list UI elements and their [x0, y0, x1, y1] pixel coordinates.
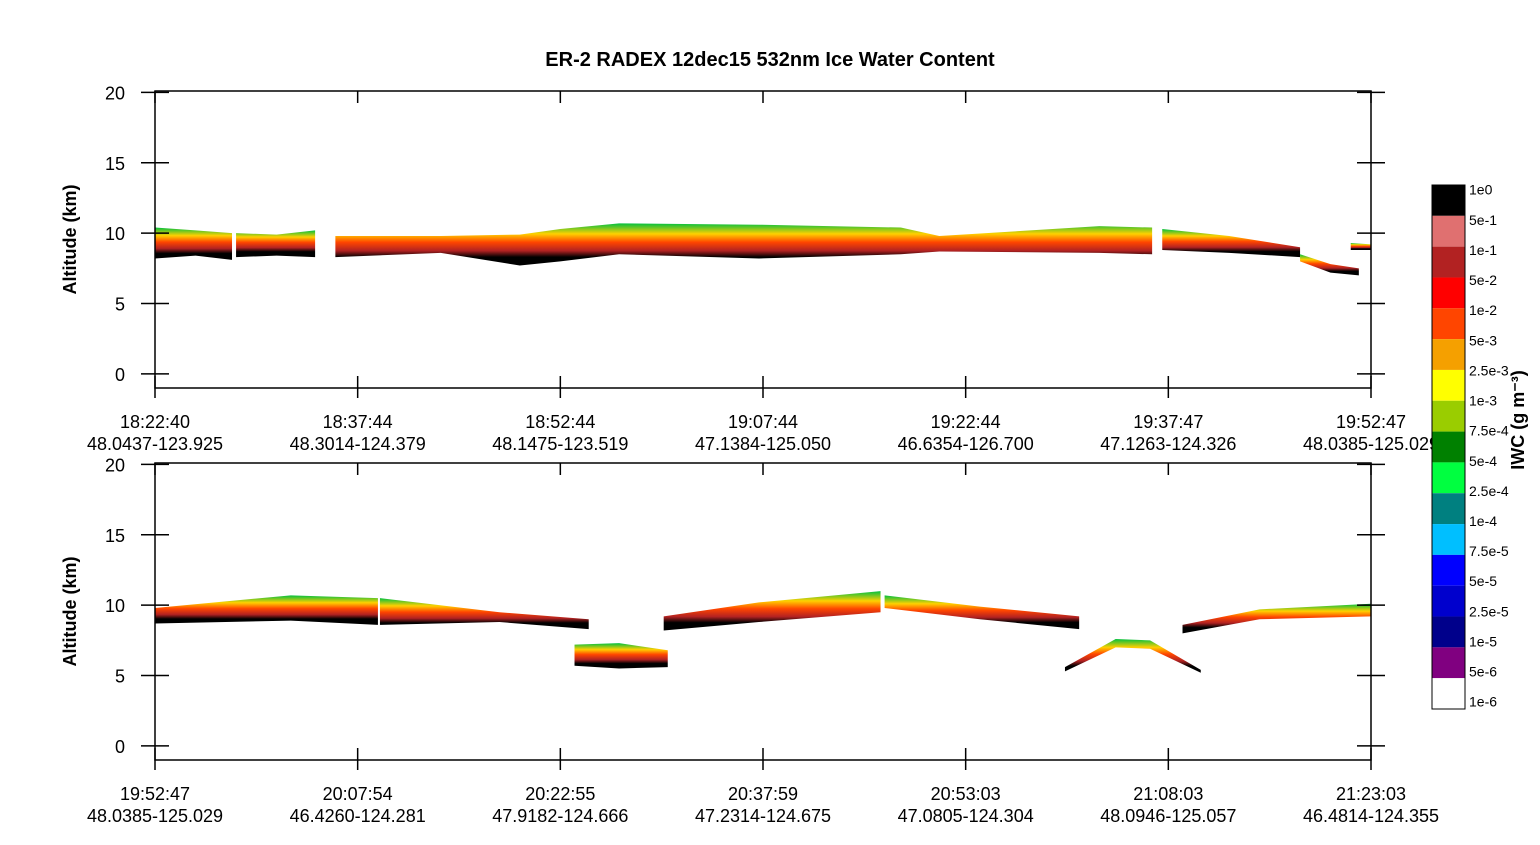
colorbar-swatch: [1432, 462, 1465, 494]
y-tick-label: 20: [105, 83, 125, 103]
x-tick-label: 19:37:47: [1133, 412, 1203, 432]
x-tick-location: 47.9182-124.666: [492, 806, 628, 826]
colorbar-label: 1e-1: [1469, 242, 1497, 258]
colorbar-label: 7.5e-4: [1469, 423, 1509, 439]
cloud-layer: [1162, 228, 1301, 258]
x-tick-label: 19:52:47: [120, 784, 190, 804]
x-tick-label: 18:22:40: [120, 412, 190, 432]
y-axis-label: Altitude (km): [60, 556, 80, 666]
x-tick-label: 20:22:55: [525, 784, 595, 804]
cloud-layer: [574, 643, 668, 669]
y-tick-label: 15: [105, 526, 125, 546]
x-tick-label: 20:37:59: [728, 784, 798, 804]
x-tick-location: 48.0385-125.029: [1303, 434, 1439, 454]
colorbar-label: 1e-2: [1469, 302, 1497, 318]
x-tick-label: 20:53:03: [931, 784, 1001, 804]
colorbar-swatch: [1432, 524, 1465, 555]
chart-title: ER-2 RADEX 12dec15 532nm Ice Water Conte…: [545, 49, 995, 71]
colorbar-swatch: [1432, 647, 1465, 679]
colorbar-swatch: [1432, 616, 1465, 648]
x-tick-location: 46.4260-124.281: [290, 806, 426, 826]
colorbar-swatch: [1432, 369, 1465, 401]
y-axis-label: Altitude (km): [60, 184, 80, 294]
cloud-layer: [1182, 603, 1371, 634]
x-tick-label: 18:37:44: [323, 412, 393, 432]
colorbar-swatch: [1432, 678, 1465, 709]
y-tick-label: 10: [105, 596, 125, 616]
x-tick-location: 46.6354-126.700: [898, 434, 1034, 454]
x-tick-location: 47.1263-124.326: [1100, 434, 1236, 454]
cloud-layer: [1064, 638, 1201, 673]
x-tick-location: 48.1475-123.519: [492, 434, 628, 454]
colorbar-label: 5e-1: [1469, 212, 1497, 228]
colorbar-label: 5e-5: [1469, 573, 1497, 589]
x-tick-location: 48.3014-124.379: [290, 434, 426, 454]
colorbar-frame: [1431, 184, 1466, 710]
colorbar-swatch: [1432, 400, 1465, 432]
cloud-layer: [335, 223, 1153, 266]
colorbar-label: 1e-3: [1469, 393, 1497, 409]
x-tick-label: 20:07:54: [323, 784, 393, 804]
colorbar-label: 1e-6: [1469, 694, 1497, 710]
colorbar-label: 5e-3: [1469, 332, 1497, 348]
y-tick-label: 0: [115, 737, 125, 757]
x-tick-label: 19:52:47: [1336, 412, 1406, 432]
colorbar-swatch: [1432, 215, 1465, 247]
x-tick-location: 47.2314-124.675: [695, 806, 831, 826]
x-tick-label: 19:22:44: [931, 412, 1001, 432]
colorbar-swatch: [1432, 277, 1465, 309]
x-tick-location: 48.0946-125.057: [1100, 806, 1236, 826]
colorbar-title: IWC (g m⁻³): [1508, 370, 1528, 469]
y-tick-label: 10: [105, 224, 125, 244]
cloud-layer: [379, 598, 589, 630]
cloud-layer: [884, 595, 1080, 630]
colorbar-swatch: [1432, 339, 1465, 370]
cloud-layer: [1300, 254, 1359, 276]
colorbar-label: 2.5e-3: [1469, 362, 1509, 378]
cloud-layer: [236, 230, 316, 258]
cloud-layer: [1350, 243, 1371, 251]
colorbar-label: 2.5e-4: [1469, 483, 1509, 499]
y-tick-label: 15: [105, 154, 125, 174]
x-tick-label: 21:08:03: [1133, 784, 1203, 804]
x-tick-location: 47.0805-124.304: [898, 806, 1034, 826]
colorbar-label: 5e-6: [1469, 664, 1497, 680]
x-tick-label: 21:23:03: [1336, 784, 1406, 804]
colorbar-label: 5e-2: [1469, 272, 1497, 288]
y-tick-label: 5: [115, 295, 125, 315]
colorbar-swatch: [1432, 554, 1465, 586]
x-tick-label: 18:52:44: [525, 412, 595, 432]
x-tick-location: 47.1384-125.050: [695, 434, 831, 454]
cloud-layer: [663, 591, 881, 631]
colorbar-swatch: [1432, 308, 1465, 340]
colorbar-label: 2.5e-5: [1469, 603, 1509, 619]
colorbar-label: 1e-4: [1469, 513, 1497, 529]
y-tick-label: 5: [115, 667, 125, 687]
x-tick-location: 48.0437-123.925: [87, 434, 223, 454]
cloud-layer: [155, 595, 378, 625]
y-tick-label: 20: [105, 455, 125, 475]
colorbar-label: 1e0: [1469, 182, 1493, 198]
colorbar-label: 5e-4: [1469, 453, 1497, 469]
colorbar-swatch: [1432, 185, 1465, 216]
cloud-layer: [155, 227, 233, 260]
y-tick-label: 0: [115, 365, 125, 385]
x-tick-location: 48.0385-125.029: [87, 806, 223, 826]
x-tick-location: 46.4814-124.355: [1303, 806, 1439, 826]
colorbar-swatch: [1432, 585, 1465, 617]
colorbar-swatch: [1432, 431, 1465, 463]
colorbar-label: 1e-5: [1469, 633, 1497, 649]
x-tick-label: 19:07:44: [728, 412, 798, 432]
colorbar-label: 7.5e-5: [1469, 543, 1509, 559]
colorbar-swatch: [1432, 493, 1465, 525]
colorbar-swatch: [1432, 246, 1465, 278]
